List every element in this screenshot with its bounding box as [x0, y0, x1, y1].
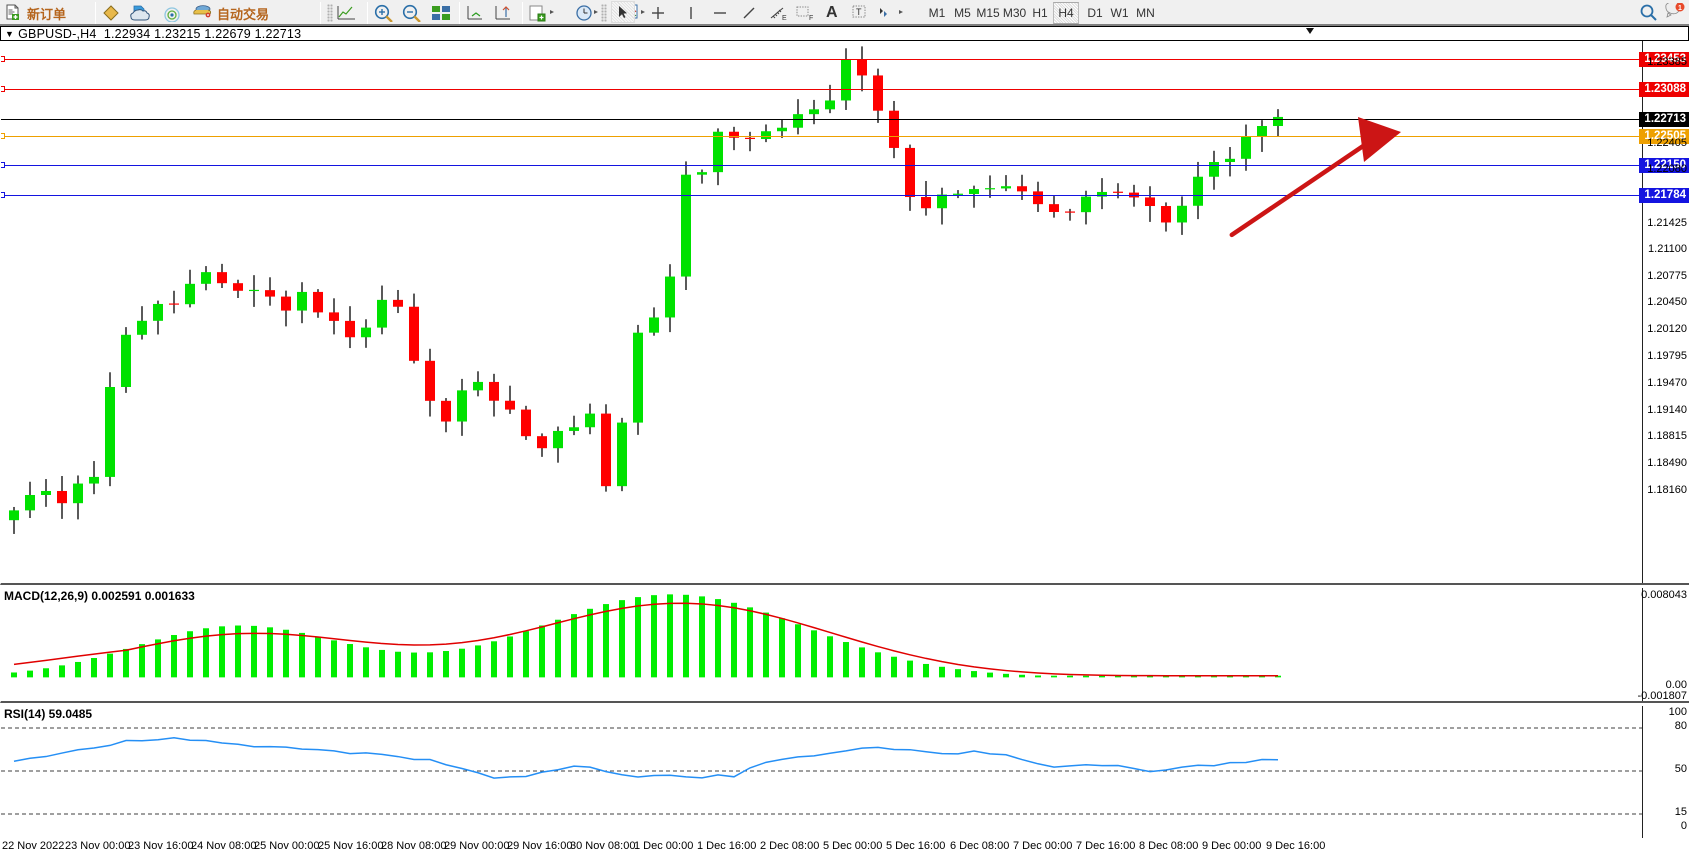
svg-text:1: 1: [1678, 5, 1682, 12]
svg-text:F: F: [809, 15, 813, 21]
svg-text:E: E: [782, 15, 787, 21]
svg-text:T: T: [856, 7, 862, 17]
